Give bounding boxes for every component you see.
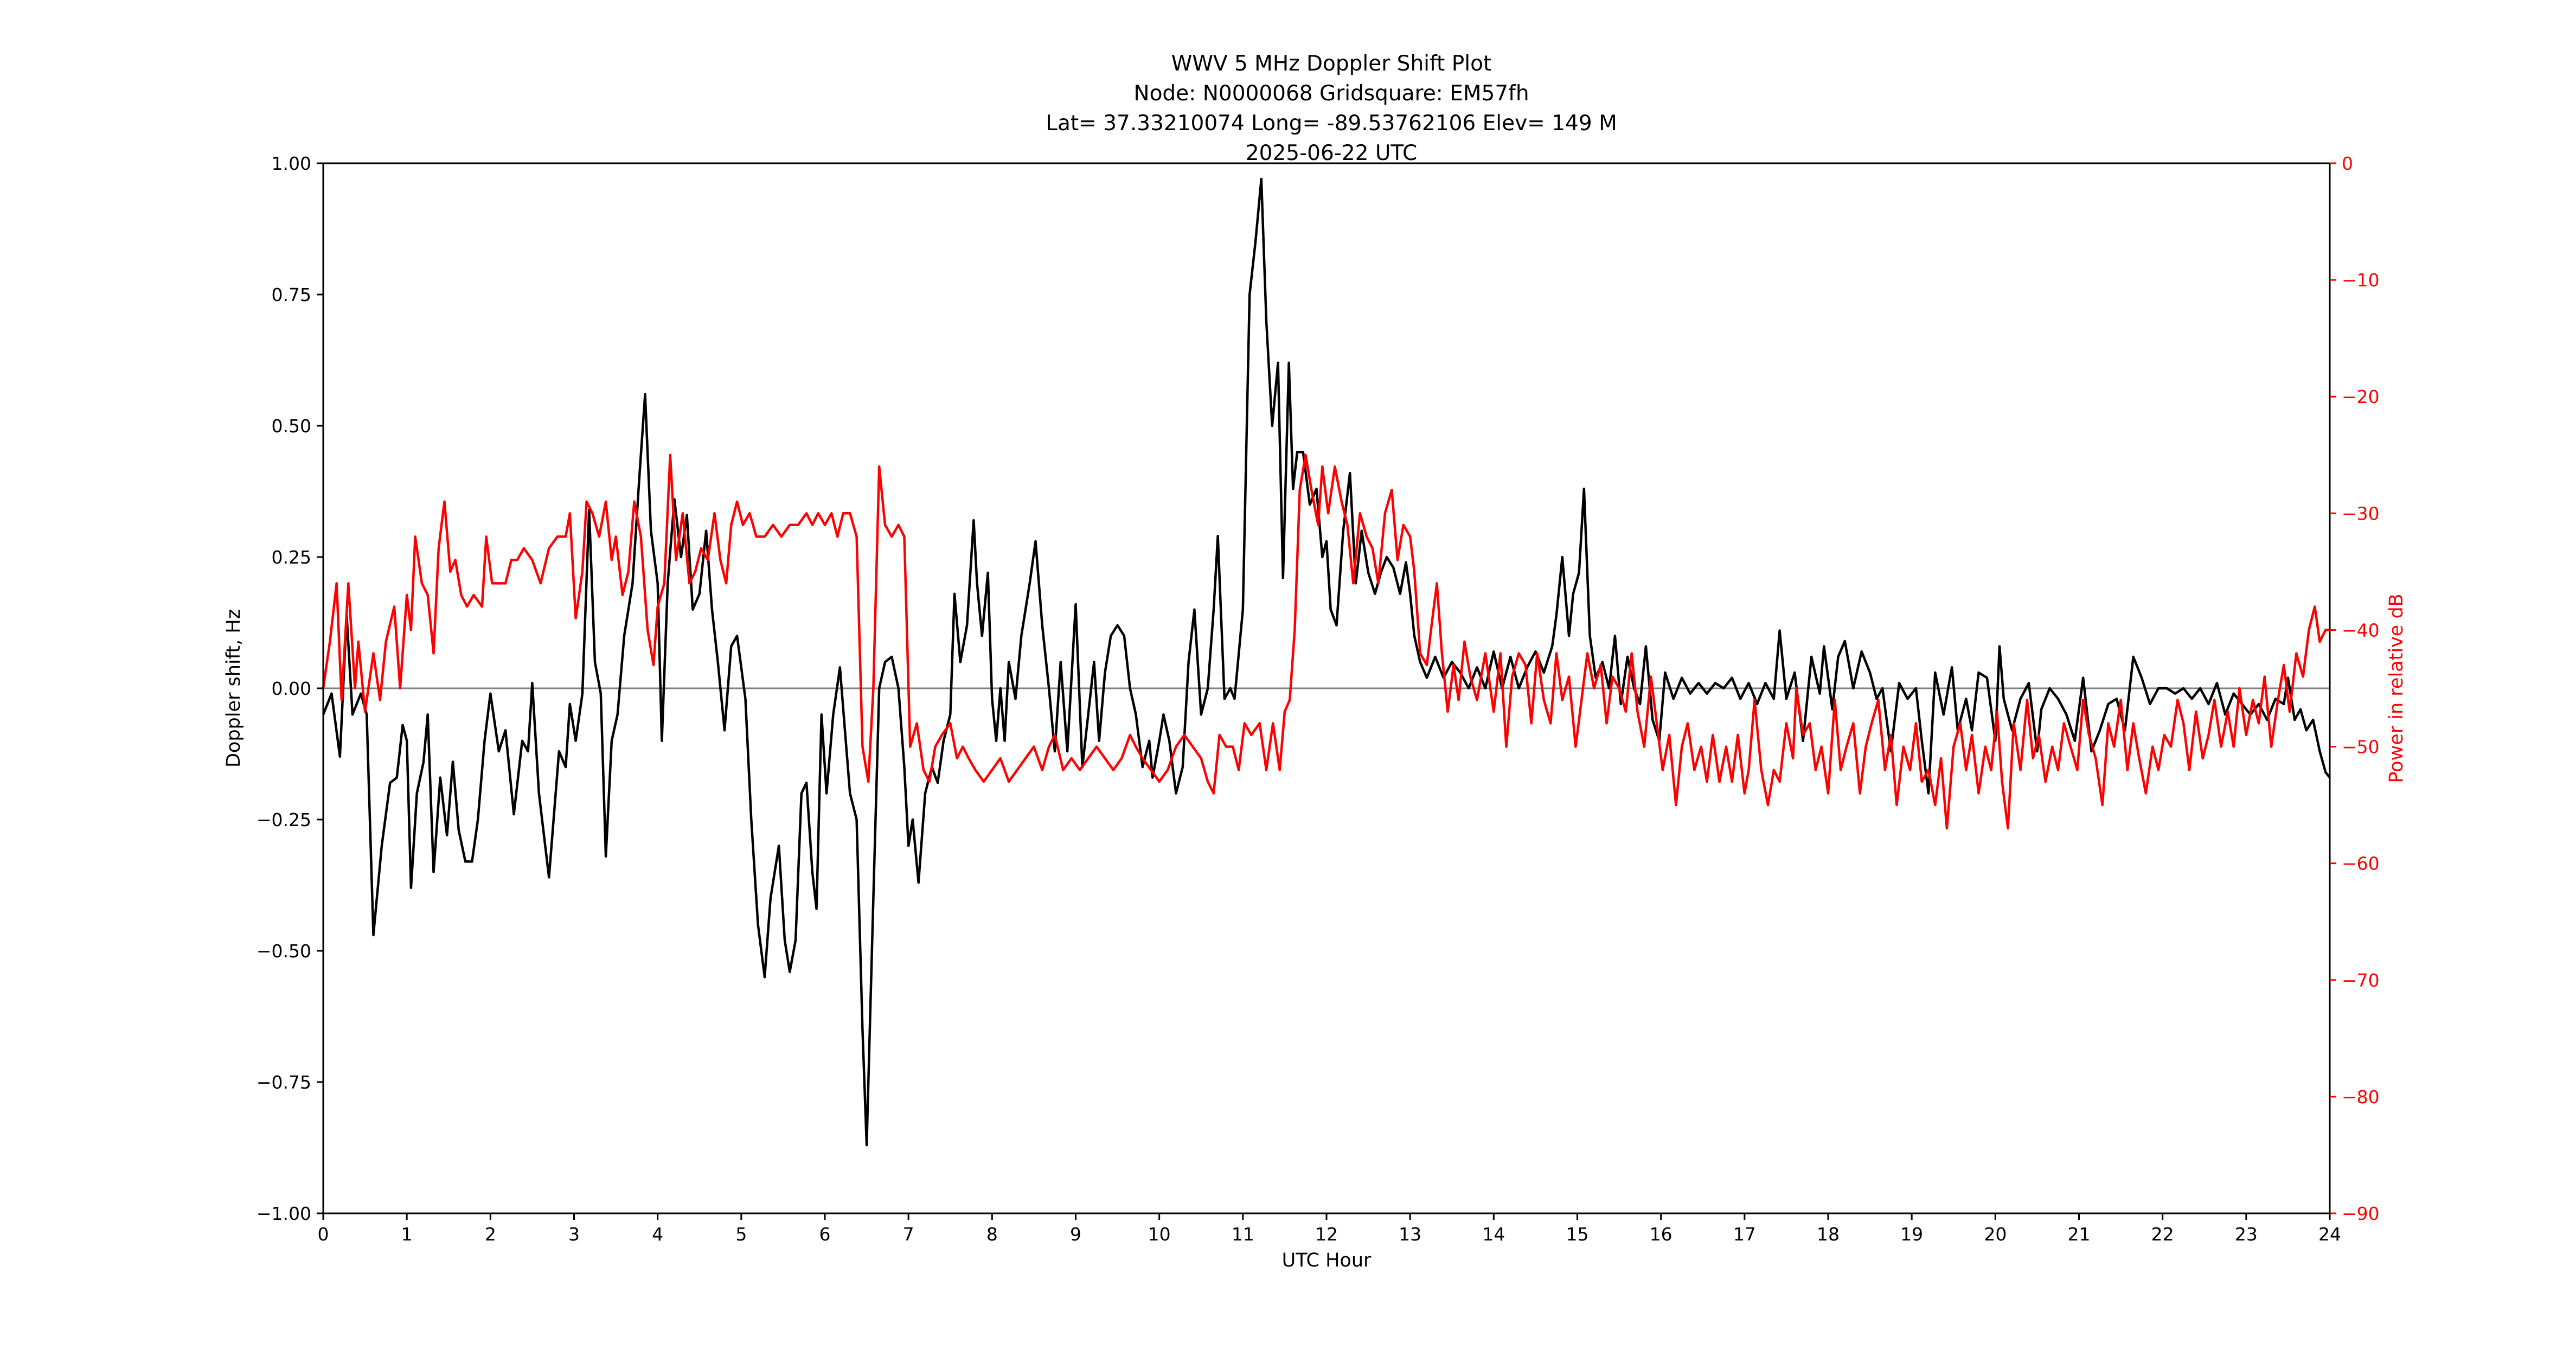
y2-tick-label: −80 (2342, 1086, 2380, 1108)
y-tick-label: 1.00 (272, 153, 311, 174)
x-tick-label: 16 (1650, 1224, 1673, 1245)
y-tick-label: 0.50 (272, 415, 311, 437)
y-tick-label: −0.50 (257, 941, 311, 962)
x-tick-label: 0 (318, 1224, 329, 1245)
x-axis-label: UTC Hour (1282, 1250, 1372, 1271)
x-tick-label: 24 (2318, 1224, 2341, 1245)
x-tick-label: 14 (1482, 1224, 1505, 1245)
x-tick-label: 5 (735, 1224, 747, 1245)
x-tick-label: 10 (1148, 1224, 1171, 1245)
title-line: 2025-06-22 UTC (1246, 141, 1417, 165)
x-tick-label: 9 (1070, 1224, 1081, 1245)
y2-tick-label: −30 (2342, 503, 2380, 524)
y-tick-label: 0.00 (272, 678, 311, 699)
x-tick-label: 13 (1399, 1224, 1421, 1245)
y-axis-label: Doppler shift, Hz (223, 609, 245, 767)
x-tick-label: 11 (1232, 1224, 1254, 1245)
x-tick-label: 17 (1733, 1224, 1756, 1245)
x-tick-label: 3 (568, 1224, 580, 1245)
chart-title: WWV 5 MHz Doppler Shift Plot Node: N0000… (1046, 52, 1617, 165)
y-tick-label: 0.75 (272, 284, 311, 305)
title-line: WWV 5 MHz Doppler Shift Plot (1171, 52, 1491, 76)
y2-tick-label: −70 (2342, 970, 2380, 991)
series-layer (322, 177, 2331, 1147)
y2-tick-label: −60 (2342, 853, 2380, 874)
x-tick-label: 15 (1566, 1224, 1589, 1245)
x-axis: 0 1 2 3 4 5 6 7 8 9 10 11 12 13 14 15 16 17 18 19 20 21 22 23 24 (318, 1213, 2341, 1245)
y2-tick-label: 0 (2342, 153, 2353, 174)
doppler-series-line (322, 177, 2331, 1147)
y-tick-label: −1.00 (257, 1203, 311, 1224)
y-tick-label: 0.25 (272, 547, 311, 568)
title-line: Lat= 37.33210074 Long= -89.53762106 Elev… (1046, 111, 1617, 136)
x-tick-label: 23 (2235, 1224, 2258, 1245)
y2-axis-label: Power in relative dB (2386, 593, 2407, 783)
left-y-axis: 1.00 0.75 0.50 0.25 0.00 −0.25 −0.50 −0.75 −1.00 (257, 153, 323, 1224)
x-tick-label: 21 (2068, 1224, 2091, 1245)
y-tick-label: −0.75 (257, 1072, 311, 1093)
x-tick-label: 4 (652, 1224, 663, 1245)
y2-tick-label: −50 (2342, 737, 2380, 758)
x-tick-label: 2 (485, 1224, 496, 1245)
title-line: Node: N0000068 Gridsquare: EM57fh (1133, 81, 1529, 106)
x-tick-label: 7 (903, 1224, 914, 1245)
y2-tick-label: −20 (2342, 386, 2380, 407)
x-tick-label: 12 (1315, 1224, 1338, 1245)
x-tick-label: 19 (1900, 1224, 1923, 1245)
x-tick-label: 20 (1984, 1224, 2007, 1245)
x-tick-label: 22 (2151, 1224, 2174, 1245)
y2-tick-label: −10 (2342, 270, 2380, 291)
power-series-line (322, 453, 2330, 830)
x-tick-label: 8 (986, 1224, 998, 1245)
y2-tick-label: −40 (2342, 619, 2380, 641)
x-tick-label: 6 (819, 1224, 831, 1245)
y-tick-label: −0.25 (257, 809, 311, 830)
right-y-axis: 0 −10 −20 −30 −40 −50 −60 −70 −80 −90 (2330, 153, 2380, 1224)
x-tick-label: 18 (1817, 1224, 1840, 1245)
y2-tick-label: −90 (2342, 1203, 2380, 1224)
x-tick-label: 1 (401, 1224, 413, 1245)
